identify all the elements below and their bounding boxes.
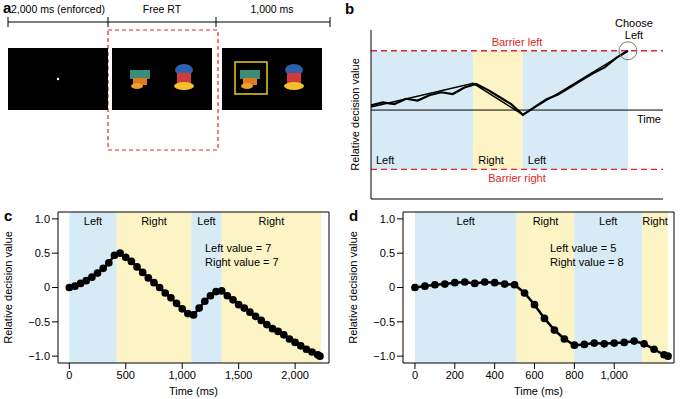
svg-text:Left: Left <box>599 215 617 227</box>
svg-text:Time (ms): Time (ms) <box>514 385 563 397</box>
svg-text:2,000: 2,000 <box>281 369 309 381</box>
svg-text:Left: Left <box>625 29 643 41</box>
svg-text:1.0: 1.0 <box>35 213 50 225</box>
svg-text:Free RT: Free RT <box>143 3 182 15</box>
svg-text:−1.0: −1.0 <box>373 350 395 362</box>
svg-text:800: 800 <box>565 369 583 381</box>
svg-text:Relative decision value: Relative decision value <box>347 231 359 344</box>
html-text:c: c <box>4 207 13 224</box>
svg-text:Choose: Choose <box>615 17 653 29</box>
html-text:b: b <box>345 0 355 17</box>
svg-text:0: 0 <box>412 369 418 381</box>
svg-text:Right: Right <box>259 215 285 227</box>
svg-text:Left: Left <box>84 215 102 227</box>
svg-text:Right: Right <box>478 154 504 166</box>
svg-text:Left: Left <box>197 215 215 227</box>
svg-text:a: a <box>3 0 12 16</box>
svg-text:0: 0 <box>44 281 50 293</box>
svg-text:Time (ms): Time (ms) <box>169 385 218 397</box>
svg-text:600: 600 <box>525 369 543 381</box>
svg-text:−0.5: −0.5 <box>28 316 50 328</box>
svg-text:Left: Left <box>457 215 475 227</box>
svg-text:Right: Right <box>533 215 559 227</box>
svg-text:Left: Left <box>528 154 546 166</box>
svg-text:1,000: 1,000 <box>600 369 628 381</box>
html-text:Right value = 7: Right value = 7 <box>205 256 279 268</box>
svg-text:0: 0 <box>389 281 395 293</box>
svg-text:500: 500 <box>117 369 135 381</box>
svg-text:Barrier right: Barrier right <box>488 172 545 184</box>
svg-text:Time: Time <box>637 113 661 125</box>
svg-text:Relative decision value: Relative decision value <box>349 58 361 171</box>
svg-text:Right: Right <box>642 215 668 227</box>
svg-text:−1.0: −1.0 <box>28 350 50 362</box>
html-text:Left value = 7: Left value = 7 <box>205 242 272 254</box>
svg-text:200: 200 <box>446 369 464 381</box>
svg-text:Left: Left <box>376 154 394 166</box>
html-text:Left value = 5: Left value = 5 <box>550 242 617 254</box>
svg-text:1.0: 1.0 <box>380 213 395 225</box>
svg-text:Right: Right <box>141 215 167 227</box>
svg-text:Relative decision value: Relative decision value <box>2 231 14 344</box>
svg-text:0.5: 0.5 <box>35 247 50 259</box>
svg-text:0: 0 <box>66 369 72 381</box>
svg-text:2,000 ms (enforced): 2,000 ms (enforced) <box>11 3 105 15</box>
html-text:Right value = 8: Right value = 8 <box>550 256 624 268</box>
svg-text:1,500: 1,500 <box>225 369 253 381</box>
svg-text:0.5: 0.5 <box>380 247 395 259</box>
html-text:d: d <box>349 207 359 224</box>
svg-text:−0.5: −0.5 <box>373 316 395 328</box>
svg-text:1,000 ms: 1,000 ms <box>250 3 293 15</box>
svg-text:1,000: 1,000 <box>168 369 196 381</box>
svg-text:400: 400 <box>485 369 503 381</box>
svg-text:Barrier left: Barrier left <box>492 36 543 48</box>
